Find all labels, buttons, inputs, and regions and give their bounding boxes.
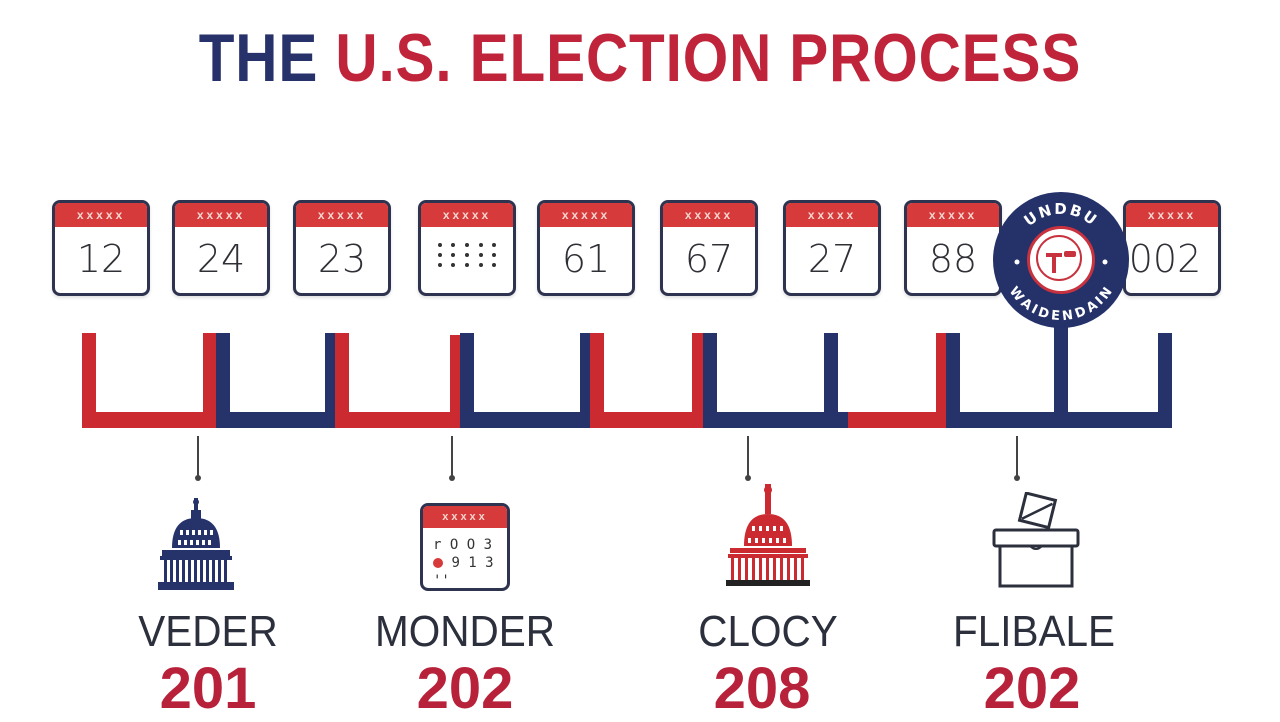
milestone-year: 202 [983, 656, 1081, 721]
calendar-dot-grid [421, 227, 513, 267]
capitol-dome-red-icon [726, 484, 810, 586]
calendar-card-2: xxxxx 24 [172, 200, 270, 296]
calendar-card-3: xxxxx 23 [293, 200, 391, 296]
calendar-header: xxxxx [663, 203, 755, 227]
milestone-pointer [449, 436, 455, 481]
calendar-header: xxxxx [423, 506, 507, 528]
timeline-segment-navy [462, 412, 592, 428]
gavel-icon [1046, 251, 1076, 273]
timeline-post [692, 333, 706, 428]
calendar-value: 23 [317, 237, 367, 281]
timeline-segment-red [82, 412, 216, 428]
timeline-post [703, 333, 717, 428]
milestone-year: 208 [713, 656, 811, 721]
timeline-post [1054, 326, 1068, 428]
calendar-header: xxxxx [540, 203, 632, 227]
milestone-pointer [1014, 436, 1020, 481]
calendar-card-6: xxxxx 67 [660, 200, 758, 296]
timeline-segment-navy [702, 412, 848, 428]
timeline-post [590, 333, 604, 428]
calendar-header: xxxxx [907, 203, 999, 227]
calendar-value: 24 [196, 237, 246, 281]
calendar-card-5: xxxxx 61 [537, 200, 635, 296]
calendar-text: r O O 3 9 1 3 '' [433, 537, 494, 589]
timeline-post [335, 333, 349, 428]
title-part-the: THE [198, 20, 319, 96]
timeline-segment-navy [216, 412, 336, 428]
milestone-label: VEDER [138, 607, 278, 656]
calendar-value: 67 [684, 237, 734, 281]
calendar-icon: xxxxx r O O 3 9 1 3 '' [420, 503, 510, 591]
ballot-box-icon [992, 492, 1080, 588]
timeline-segment-red [592, 412, 702, 428]
calendar-card-9: xxxxx 002 [1123, 200, 1221, 296]
milestone-year: 201 [159, 656, 257, 721]
timeline-post [946, 333, 960, 428]
calendar-header: xxxxx [175, 203, 267, 227]
capitol-dome-navy-icon [158, 498, 234, 590]
timeline-segment-red [848, 412, 944, 428]
calendar-header: xxxxx [1126, 203, 1218, 227]
calendar-card-8: xxxxx 88 [904, 200, 1002, 296]
timeline-post [460, 333, 474, 428]
timeline-post [824, 333, 838, 428]
milestone-pointer [745, 436, 751, 481]
calendar-header: xxxxx [421, 203, 513, 227]
timeline-post [1158, 333, 1172, 428]
milestone-label: CLOCY [698, 607, 838, 656]
calendar-card-1: xxxxx 12 [52, 200, 150, 296]
seal-center [1027, 226, 1095, 294]
calendar-card-4: xxxxx [418, 200, 516, 296]
milestone-year: 202 [416, 656, 514, 721]
calendar-value: 61 [561, 237, 611, 281]
calendar-header: xxxxx [296, 203, 388, 227]
calendar-value: 12 [76, 237, 126, 281]
calendar-value: 88 [928, 237, 978, 281]
calendar-value: 27 [807, 237, 857, 281]
milestone-pointer [195, 436, 201, 481]
milestone-label: MONDER [375, 607, 555, 656]
calendar-header: xxxxx [55, 203, 147, 227]
calendar-card-7: xxxxx 27 [783, 200, 881, 296]
calendar-header: xxxxx [786, 203, 878, 227]
title-part-main: U.S. ELECTION PROCESS [335, 20, 1082, 96]
calendar-value: 002 [1128, 237, 1202, 281]
election-seal: UNDBU WAIDENDAIN [993, 192, 1129, 328]
milestone-label: FLIBALE [952, 607, 1116, 656]
timeline-post [203, 333, 217, 428]
timeline-post [82, 333, 96, 428]
timeline-post [216, 333, 230, 428]
timeline-segment-red [336, 412, 462, 428]
page-title: THE U.S. ELECTION PROCESS [90, 18, 1191, 98]
